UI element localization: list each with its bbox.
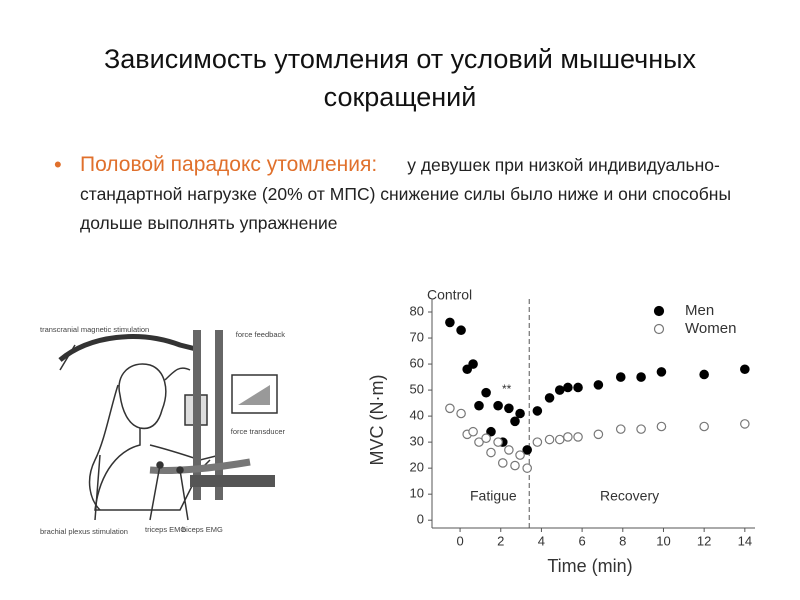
x-tick-label: 6 (578, 533, 585, 548)
y-tick-label: 20 (410, 460, 424, 475)
point (474, 400, 484, 411)
ill-label: biceps EMG (182, 525, 223, 534)
corner-label: Control (427, 287, 472, 303)
point (474, 437, 484, 447)
x-tick-label: 4 (538, 533, 545, 548)
point (486, 426, 496, 437)
point (481, 433, 491, 444)
point (544, 434, 555, 445)
y-tick-label: 40 (410, 408, 424, 423)
x-tick-label: 2 (497, 533, 504, 548)
legend-marker (653, 305, 665, 317)
point (532, 437, 543, 447)
point (462, 364, 472, 375)
bullet-text: у девушек при низкой индивидуально-станд… (80, 155, 732, 233)
point (456, 325, 466, 336)
y-tick-label: 70 (410, 329, 424, 344)
y-axis-label: MVC (N·m) (367, 375, 387, 466)
point (699, 369, 709, 380)
y-tick-label: 10 (410, 486, 424, 501)
point (515, 408, 525, 419)
point (593, 380, 604, 390)
slide-title: Зависимость утомления от условий мышечны… (103, 44, 697, 112)
annotation: ** (502, 382, 512, 396)
point (593, 429, 604, 440)
point (504, 445, 514, 455)
legend-label: Women (685, 320, 736, 337)
point (468, 426, 478, 437)
point (481, 387, 491, 398)
bullet-term: Половой парадокс утомления: (80, 153, 378, 176)
ill-label: triceps EMG (145, 525, 186, 534)
point (544, 393, 555, 403)
point (740, 419, 750, 429)
point (563, 432, 573, 442)
ill-label: brachial plexus stimulation (40, 527, 128, 536)
point (522, 445, 532, 455)
y-tick-label: 80 (410, 303, 424, 318)
ill-label: force feedback (236, 330, 285, 339)
point (493, 437, 503, 447)
bullet-dot: • (54, 152, 62, 177)
point (515, 450, 525, 460)
point (522, 463, 532, 473)
point (554, 434, 565, 445)
point (563, 382, 573, 393)
ill-label: transcranial magnetic stimulation (40, 325, 149, 334)
legend-marker (653, 323, 665, 335)
point (445, 317, 455, 328)
point (486, 447, 496, 458)
point (636, 372, 646, 382)
point (573, 432, 583, 442)
point (656, 367, 667, 377)
point (615, 372, 626, 382)
legend-label: Men (685, 302, 714, 319)
ill-label: force transducer (231, 427, 286, 436)
bullet: • Половой парадокс утомления: у девушек пр… (54, 150, 770, 238)
point (510, 416, 520, 427)
point (504, 403, 514, 414)
y-tick-label: 60 (410, 355, 424, 370)
point (573, 382, 583, 393)
point (699, 421, 709, 432)
y-tick-label: 0 (417, 512, 424, 527)
point (510, 460, 520, 471)
x-tick-label: 8 (619, 533, 626, 548)
point (554, 385, 565, 395)
point (468, 359, 478, 369)
illustration (58, 330, 278, 521)
annotation: Fatigue (470, 488, 517, 504)
point (493, 400, 503, 411)
point (445, 403, 455, 414)
x-tick-label: 10 (656, 533, 670, 548)
point (532, 406, 543, 416)
point (740, 364, 750, 375)
point (456, 408, 466, 419)
x-tick-label: 0 (456, 533, 463, 548)
point (656, 421, 667, 432)
x-tick-label: 12 (697, 533, 711, 548)
point (497, 458, 508, 468)
y-tick-label: 50 (410, 382, 424, 397)
point (636, 424, 646, 434)
x-axis-label: Time (min) (547, 556, 632, 576)
point (615, 424, 626, 434)
x-tick-label: 14 (738, 533, 752, 548)
y-tick-label: 30 (410, 434, 424, 449)
annotation: Recovery (600, 488, 659, 504)
